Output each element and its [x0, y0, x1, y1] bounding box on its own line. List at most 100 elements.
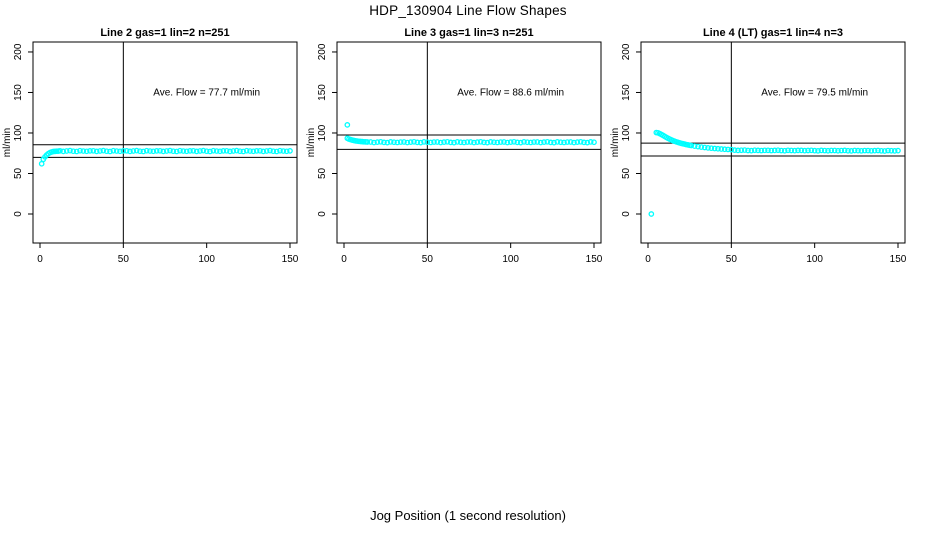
data-point — [471, 139, 477, 146]
x-axis-tick-label: 100 — [198, 254, 215, 265]
data-point — [805, 147, 811, 154]
y-axis-tick-label: 50 — [317, 167, 328, 179]
data-point — [715, 145, 721, 152]
data-point — [217, 148, 223, 155]
data-point — [484, 139, 491, 146]
x-axis-title: Jog Position (1 second resolution) — [370, 508, 566, 523]
data-point — [718, 146, 725, 152]
data-point — [477, 138, 484, 145]
x-axis-tick-label: 50 — [118, 254, 130, 265]
data-point — [541, 139, 547, 145]
data-point — [497, 139, 504, 145]
data-point — [868, 147, 875, 154]
data-point — [381, 139, 387, 146]
data-point — [270, 148, 277, 155]
x-axis-tick-label: 0 — [645, 254, 651, 265]
data-point — [187, 148, 193, 154]
data-point — [467, 139, 474, 145]
x-axis-tick-label: 0 — [37, 254, 43, 265]
data-point — [878, 147, 885, 154]
data-point — [243, 147, 250, 154]
y-axis-tick-label: 150 — [621, 84, 632, 101]
data-point — [411, 138, 417, 145]
data-point — [167, 147, 173, 154]
data-point — [544, 138, 551, 145]
data-point — [848, 148, 855, 154]
data-point — [38, 160, 45, 167]
data-point — [374, 139, 381, 145]
data-point — [273, 148, 280, 155]
data-point — [587, 139, 594, 145]
data-point — [705, 145, 711, 151]
data-point — [731, 147, 738, 154]
data-point — [437, 139, 444, 146]
data-point — [250, 148, 257, 155]
data-point — [464, 139, 471, 145]
data-point — [447, 139, 454, 146]
data-point — [140, 148, 147, 155]
figure-title: HDP_130904 Line Flow Shapes — [369, 3, 567, 18]
panel-line-3-chart: Line 3 gas=1 lin=3 n=251 0 50 100 150 0 50 100 1… — [306, 27, 603, 265]
data-point — [364, 139, 371, 145]
average-flow-annotation: Ave. Flow = 88.6 ml/min — [457, 87, 564, 98]
data-point — [137, 148, 143, 155]
data-point — [127, 148, 133, 155]
data-point — [113, 148, 120, 154]
data-point — [107, 148, 113, 155]
data-point — [815, 147, 821, 154]
data-point — [765, 147, 771, 154]
data-point — [561, 139, 567, 146]
data-point — [537, 139, 544, 146]
data-point — [60, 148, 67, 155]
data-point — [775, 147, 781, 154]
data-point — [547, 139, 554, 146]
data-point — [454, 139, 461, 145]
data-point — [444, 138, 451, 145]
data-point — [891, 148, 898, 154]
data-point — [367, 139, 374, 145]
data-point — [851, 147, 858, 154]
data-point — [481, 139, 487, 146]
data-point — [875, 147, 881, 154]
data-point — [387, 139, 394, 145]
data-point — [524, 139, 531, 146]
data-point — [93, 148, 100, 155]
data-point — [277, 147, 283, 154]
data-point — [871, 147, 878, 154]
data-point — [103, 148, 110, 155]
data-point — [691, 143, 698, 149]
y-axis-tick-label: 100 — [13, 124, 24, 141]
panel-line-4-chart: Line 4 (LT) gas=1 lin=4 n=3 0 50 100 150 0 50 1… — [610, 27, 907, 265]
data-point — [711, 145, 718, 152]
data-point — [461, 139, 467, 146]
data-point — [394, 139, 401, 146]
x-axis-tick-label: 50 — [726, 254, 738, 265]
data-point — [778, 147, 785, 154]
panel-title: Line 2 gas=1 lin=2 n=251 — [100, 27, 229, 39]
data-point — [267, 147, 273, 154]
data-point — [564, 139, 571, 145]
data-point — [761, 147, 768, 154]
data-point — [120, 148, 127, 154]
data-point — [584, 139, 591, 146]
data-point — [511, 138, 517, 145]
data-point — [741, 147, 748, 153]
data-point — [133, 147, 140, 154]
data-point — [581, 139, 587, 146]
data-point — [791, 147, 798, 154]
average-flow-annotation: Ave. Flow = 79.5 ml/min — [761, 87, 868, 98]
data-point — [755, 147, 761, 154]
data-point — [253, 148, 260, 154]
data-point — [401, 139, 407, 145]
plot-box — [32, 41, 298, 244]
data-point — [200, 147, 207, 154]
data-point — [571, 139, 577, 146]
data-point — [414, 139, 421, 146]
data-point — [157, 147, 163, 154]
data-point — [858, 147, 865, 154]
data-point — [73, 148, 80, 155]
data-point — [70, 148, 77, 155]
y-axis-title: ml/min — [306, 128, 317, 157]
data-point — [280, 148, 287, 154]
data-point — [67, 147, 73, 154]
